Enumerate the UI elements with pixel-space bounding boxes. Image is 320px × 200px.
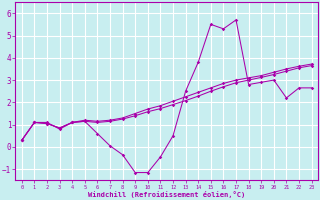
X-axis label: Windchill (Refroidissement éolien,°C): Windchill (Refroidissement éolien,°C) — [88, 191, 245, 198]
